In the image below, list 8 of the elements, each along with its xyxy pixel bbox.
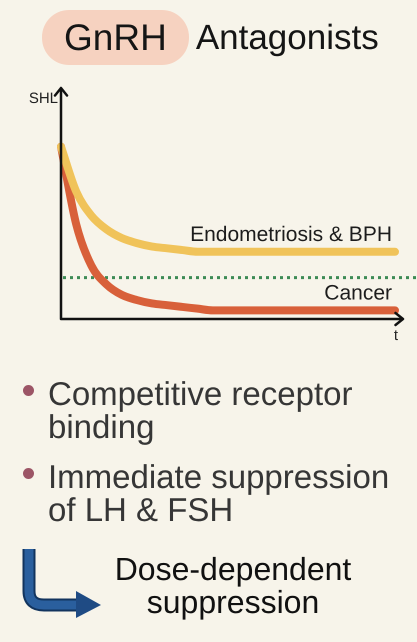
x-axis-title: t bbox=[394, 327, 399, 344]
text: Immediate suppression of LH & FSH bbox=[48, 458, 390, 528]
text: Competitive receptor binding bbox=[48, 375, 352, 445]
y-axis-title: SHL bbox=[28, 90, 58, 107]
text: Dose-dependent suppression bbox=[114, 551, 352, 620]
chart-title: GnRH Antagonists bbox=[63, 16, 379, 60]
series-label: Endometriosis & BPH bbox=[190, 222, 392, 246]
series-label: Cancer bbox=[324, 281, 392, 304]
